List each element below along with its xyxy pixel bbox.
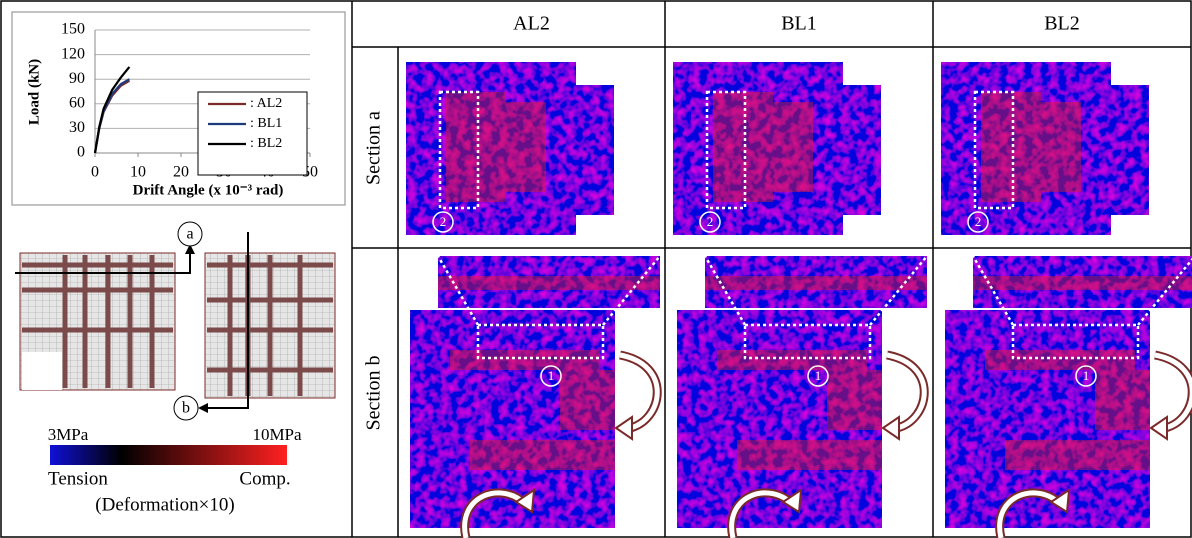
- column-header: BL2: [1044, 13, 1080, 35]
- marker-label: 2: [707, 214, 714, 229]
- y-tick-label: 90: [69, 70, 85, 87]
- stress-band: [827, 370, 882, 430]
- stress-band: [773, 102, 813, 192]
- y-tick-label: 150: [61, 21, 85, 38]
- stress-band: [1041, 102, 1081, 192]
- section-label: a: [186, 226, 193, 243]
- rotation-arrow: [1155, 355, 1192, 428]
- y-tick-label: 60: [69, 94, 85, 111]
- x-tick-label: 0: [91, 164, 99, 181]
- series-line: [95, 67, 129, 153]
- figure: a b 3MPa 10MPa Tension Comp. (Deformatio…: [0, 0, 1192, 538]
- x-axis-label: Drift Angle (x 10⁻³ rad): [133, 182, 284, 198]
- stress-band: [560, 370, 615, 430]
- stress-noise: [1111, 85, 1149, 215]
- arrow-head: [883, 417, 899, 439]
- x-tick-label: 10: [130, 164, 146, 181]
- color-bar-label: 3MPa: [48, 425, 89, 444]
- arrow-head: [616, 417, 632, 439]
- marker-label: 2: [975, 214, 982, 229]
- stress-band: [737, 440, 882, 470]
- stress-noise: [843, 85, 881, 215]
- x-tick-label: 20: [173, 164, 189, 181]
- y-axis-label: Load (kN): [26, 59, 42, 125]
- stress-band: [981, 92, 1041, 202]
- stress-band: [446, 92, 506, 202]
- stress-band: [973, 276, 1192, 290]
- arrow-head: [1151, 417, 1167, 439]
- row-header: Section b: [363, 356, 385, 431]
- color-bar-gradient: [50, 445, 287, 465]
- color-bar-label: Comp.: [239, 468, 290, 489]
- load-drift-chart: Load (kN) Drift Angle (x 10⁻³ rad) 0 30 60…: [26, 21, 318, 199]
- rotation-arrow: [620, 355, 657, 428]
- stress-band: [1005, 440, 1150, 470]
- stress-band: [985, 350, 1135, 370]
- legend-label: : AL2: [250, 96, 282, 111]
- stress-band: [705, 276, 927, 290]
- stress-band: [1095, 370, 1150, 430]
- stress-band: [717, 350, 867, 370]
- section-label: b: [182, 400, 190, 417]
- marker-label: 1: [1083, 368, 1090, 383]
- color-bar: 3MPa 10MPa Tension Comp. (Deformation×10…: [48, 425, 302, 515]
- column-header: BL1: [781, 13, 817, 35]
- rotation-arrow: [887, 355, 924, 428]
- legend-label: : BL1: [250, 116, 282, 131]
- marker-label: 1: [548, 368, 555, 383]
- specimen-diagrams: a b: [15, 222, 335, 420]
- y-tick-label: 120: [61, 45, 85, 62]
- stress-band: [438, 276, 660, 290]
- color-bar-label: 10MPa: [252, 425, 302, 444]
- stress-band: [713, 92, 773, 202]
- marker-label: 1: [815, 368, 822, 383]
- color-bar-note: (Deformation×10): [95, 494, 234, 515]
- stress-band: [450, 350, 600, 370]
- stress-band: [470, 440, 615, 470]
- color-bar-label: Tension: [48, 468, 108, 489]
- marker-label: 2: [440, 214, 447, 229]
- stress-band: [506, 102, 546, 192]
- row-header: Section a: [363, 111, 385, 185]
- y-tick-label: 0: [77, 144, 85, 161]
- result-cells: AL2 BL1 BL2 Section a Section b 2 1 2 1 2 1: [363, 13, 1192, 538]
- y-tick-label: 30: [69, 119, 85, 136]
- legend-label: : BL2: [250, 136, 282, 151]
- stress-noise: [576, 85, 614, 215]
- column-header: AL2: [513, 13, 550, 35]
